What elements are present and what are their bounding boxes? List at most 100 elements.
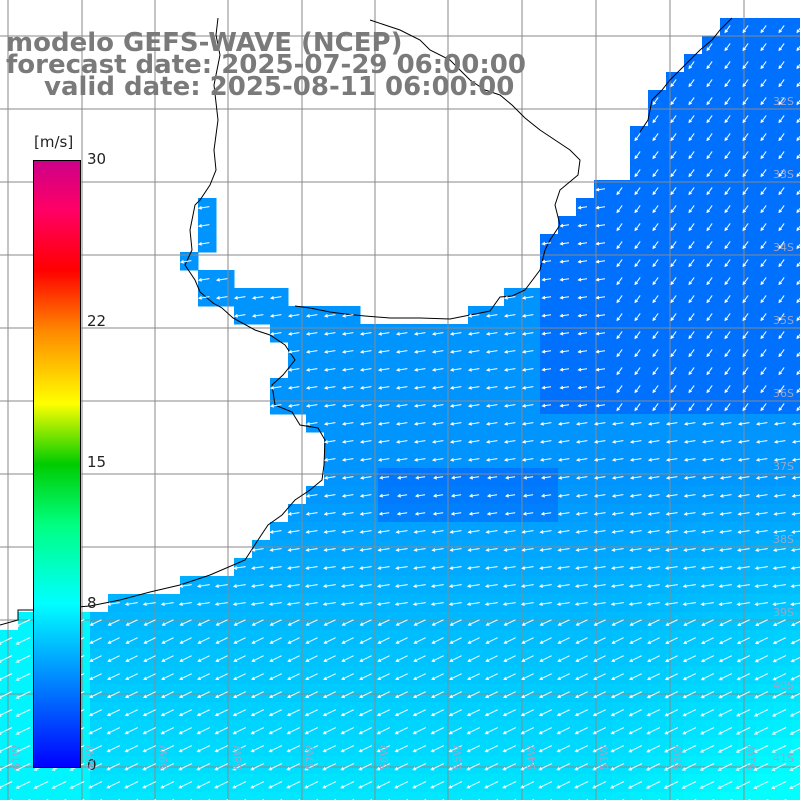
wind-arrow — [287, 655, 300, 662]
wind-arrow — [538, 727, 553, 735]
wind-arrow — [15, 745, 31, 753]
wind-arrow — [107, 619, 120, 626]
wind-arrow — [431, 332, 444, 336]
wind-arrow — [467, 458, 480, 462]
wind-arrow — [521, 350, 534, 354]
wind-arrow — [652, 277, 659, 286]
wind-arrow — [665, 512, 678, 516]
wind-arrow — [791, 440, 800, 444]
wind-speed-cell — [774, 792, 793, 800]
wind-arrow — [670, 169, 677, 178]
wind-speed-cell — [792, 72, 800, 91]
wind-arrow — [717, 763, 733, 771]
wind-arrow — [250, 763, 265, 771]
wind-arrow — [449, 655, 462, 662]
wind-arrow — [557, 440, 570, 444]
wind-arrow — [629, 566, 642, 570]
wind-arrow — [778, 187, 785, 196]
wind-arrow — [724, 331, 731, 340]
wind-arrow — [724, 43, 731, 52]
wind-arrow — [737, 440, 750, 444]
wind-arrow — [431, 440, 444, 444]
wind-arrow — [616, 205, 623, 214]
wind-arrow — [431, 404, 444, 408]
colorbar-tick-label: 22 — [87, 311, 107, 330]
wind-arrow — [724, 115, 731, 124]
wind-arrow — [106, 691, 120, 699]
wind-arrow — [575, 422, 588, 426]
wind-speed-cell — [0, 792, 19, 800]
wind-arrow — [664, 602, 678, 606]
wind-arrow — [196, 584, 210, 588]
wind-arrow — [592, 584, 606, 588]
wind-arrow — [0, 727, 13, 735]
wind-arrow — [593, 530, 606, 534]
wind-arrow — [448, 709, 463, 717]
wind-arrow — [178, 584, 192, 588]
wind-arrow — [717, 727, 733, 735]
wind-arrow — [706, 295, 713, 304]
wind-speed-cell — [36, 792, 55, 800]
wind-arrow — [466, 781, 481, 789]
wind-arrow — [742, 313, 749, 322]
wind-arrow — [778, 313, 785, 322]
wind-arrow — [557, 566, 570, 570]
wind-arrow — [688, 133, 695, 142]
wind-arrow — [358, 584, 372, 588]
wind-arrow — [142, 745, 157, 753]
wind-arrow — [451, 475, 462, 480]
wind-arrow — [683, 458, 696, 462]
wind-arrow — [305, 512, 318, 516]
wind-arrow — [557, 548, 570, 552]
wind-arrow — [646, 602, 660, 606]
wind-arrow — [718, 566, 732, 570]
wind-arrow — [504, 511, 516, 516]
wind-arrow — [593, 655, 606, 662]
wind-arrow — [778, 133, 785, 142]
wind-arrow — [778, 277, 785, 286]
wind-speed-cell — [792, 666, 800, 685]
wind-speed-cell — [666, 792, 685, 800]
wind-arrow — [688, 61, 695, 70]
wind-arrow — [323, 673, 336, 680]
wind-arrow — [742, 115, 749, 124]
wind-arrow — [790, 638, 800, 645]
wind-arrow — [719, 619, 732, 626]
wind-arrow — [359, 476, 372, 480]
wind-arrow — [215, 673, 228, 680]
wind-arrow — [595, 313, 606, 318]
wind-arrow — [413, 440, 426, 444]
wind-arrow — [616, 187, 623, 196]
wind-arrow — [559, 241, 570, 246]
wind-arrow — [304, 602, 318, 606]
wind-arrow — [485, 404, 498, 408]
wind-arrow — [609, 781, 625, 789]
latitude-label: 38S — [773, 533, 794, 546]
wind-speed-cell — [792, 216, 800, 235]
wind-arrow — [269, 673, 282, 680]
wind-arrow — [485, 619, 498, 626]
wind-arrow — [359, 458, 372, 462]
wind-arrow — [595, 367, 606, 372]
wind-arrow — [431, 548, 444, 552]
wind-arrow — [466, 602, 480, 606]
wind-arrow — [467, 637, 480, 644]
wind-arrow — [449, 386, 462, 390]
wind-arrow — [688, 313, 695, 322]
wind-arrow — [485, 332, 498, 336]
wind-arrow — [778, 169, 785, 178]
wind-arrow — [449, 368, 462, 372]
wind-arrow — [778, 259, 785, 268]
wind-arrow — [449, 422, 462, 426]
wind-arrow — [250, 691, 264, 699]
wind-arrow — [33, 781, 49, 789]
wind-arrow — [467, 368, 480, 372]
wind-speed-cell — [792, 720, 800, 739]
wind-arrow — [107, 637, 120, 644]
wind-arrow — [611, 655, 624, 662]
wind-arrow — [521, 386, 534, 390]
wind-arrow — [394, 763, 409, 771]
wind-arrow — [538, 691, 552, 699]
wind-arrow — [616, 313, 623, 322]
wind-arrow — [664, 655, 678, 662]
